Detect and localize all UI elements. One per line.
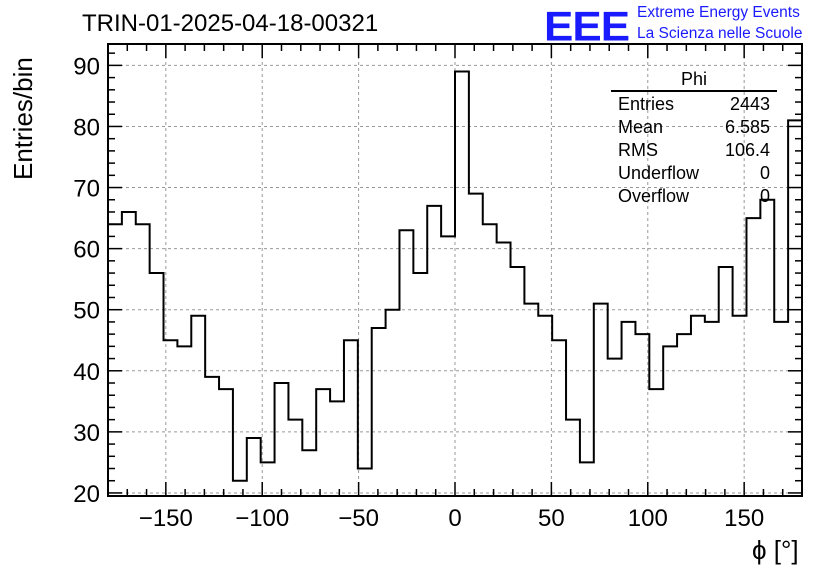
stats-value: 6.585 [724, 117, 770, 137]
stats-row-mean: Mean 6.585 [611, 116, 777, 139]
chart-title: TRIN-01-2025-04-18-00321 [82, 10, 379, 37]
axis-ticks [107, 44, 803, 496]
histogram-line [108, 70, 802, 482]
eee-logo: EEE [544, 3, 630, 50]
x-tick-label: −150 [139, 505, 193, 532]
stats-row-overflow: Overflow 0 [611, 185, 777, 208]
tick-labels: −150 −100 −50 0 50 100 150 20 30 40 50 60 70 80 90 [73, 53, 764, 532]
stats-value: 0 [759, 163, 770, 183]
y-tick-label: 30 [73, 420, 100, 447]
y-tick-label: 80 [73, 114, 100, 141]
stats-label: Overflow [618, 186, 690, 206]
y-tick-label: 60 [73, 237, 100, 264]
y-tick-label: 40 [73, 359, 100, 386]
stats-label: Mean [618, 117, 664, 137]
stats-label: RMS [618, 140, 658, 160]
y-tick-label: 50 [73, 298, 100, 325]
stats-row-underflow: Underflow 0 [611, 162, 777, 185]
plot-frame [107, 43, 803, 497]
stats-value: 2443 [729, 94, 770, 114]
x-tick-label: 150 [724, 505, 764, 532]
x-axis-label: ϕ [°] [752, 535, 799, 565]
x-tick-label: −50 [338, 505, 379, 532]
grid [108, 44, 802, 496]
stats-label: Underflow [618, 163, 700, 183]
stats-value: 106.4 [724, 140, 770, 160]
x-tick-label: 50 [538, 505, 565, 532]
stats-row-entries: Entries 2443 [611, 93, 777, 116]
y-axis-label: Entries/bin [8, 57, 38, 180]
stats-title: Phi [611, 68, 777, 92]
y-tick-label: 70 [73, 176, 100, 203]
logo-subtitle-2: La Scienza nelle Scuole [637, 25, 803, 42]
stats-row-rms: RMS 106.4 [611, 139, 777, 162]
stats-label: Entries [618, 94, 675, 114]
stats-value: 0 [759, 186, 770, 206]
y-tick-label: 90 [73, 53, 100, 80]
y-tick-label: 20 [73, 481, 100, 508]
x-tick-label: −100 [235, 505, 289, 532]
x-tick-label: 100 [628, 505, 668, 532]
stats-box: Phi Entries 2443 Mean 6.585 RMS 106.4 Under… [611, 68, 777, 208]
logo-subtitle-1: Extreme Energy Events [637, 4, 800, 21]
x-tick-label: 0 [448, 505, 461, 532]
